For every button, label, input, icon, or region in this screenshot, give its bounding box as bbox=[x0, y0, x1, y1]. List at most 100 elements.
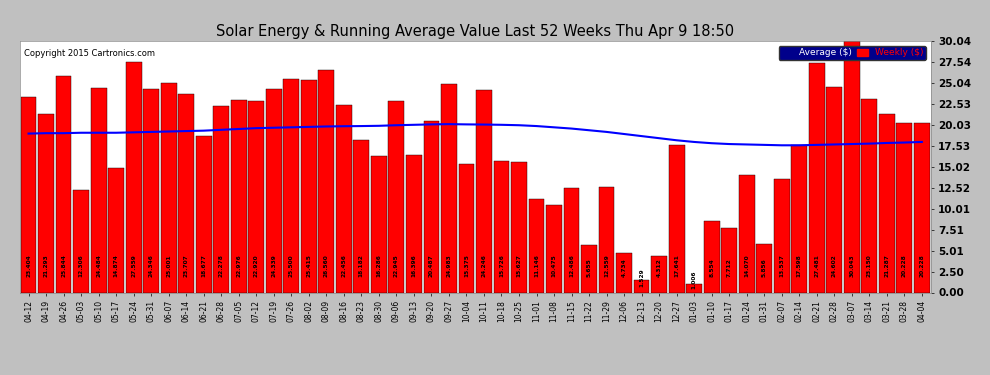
Bar bbox=[668, 145, 684, 292]
Bar bbox=[879, 114, 895, 292]
Bar bbox=[563, 188, 579, 292]
Title: Solar Energy & Running Average Value Last 52 Weeks Thu Apr 9 18:50: Solar Energy & Running Average Value Las… bbox=[216, 24, 735, 39]
Bar bbox=[739, 175, 754, 292]
Bar bbox=[791, 146, 807, 292]
Bar bbox=[494, 161, 510, 292]
Bar bbox=[581, 245, 597, 292]
Text: 21.287: 21.287 bbox=[884, 255, 889, 278]
Bar bbox=[160, 83, 176, 292]
Bar bbox=[55, 76, 71, 292]
Text: 24.246: 24.246 bbox=[481, 255, 486, 278]
Bar bbox=[266, 89, 282, 292]
Text: 22.920: 22.920 bbox=[253, 255, 258, 278]
Text: 25.001: 25.001 bbox=[166, 255, 171, 278]
Text: 12.306: 12.306 bbox=[78, 255, 83, 278]
Text: 30.043: 30.043 bbox=[849, 255, 854, 278]
Text: 1.006: 1.006 bbox=[692, 270, 697, 289]
Text: 1.529: 1.529 bbox=[640, 268, 644, 287]
Text: 22.278: 22.278 bbox=[219, 255, 224, 278]
Text: 5.655: 5.655 bbox=[586, 259, 592, 278]
Text: 15.375: 15.375 bbox=[464, 255, 469, 278]
Bar bbox=[144, 89, 159, 292]
Text: 4.734: 4.734 bbox=[622, 259, 627, 278]
Bar bbox=[599, 188, 615, 292]
Text: 18.182: 18.182 bbox=[358, 255, 364, 278]
Bar bbox=[861, 99, 877, 292]
Bar bbox=[511, 162, 527, 292]
Bar bbox=[686, 284, 702, 292]
Text: 23.707: 23.707 bbox=[184, 255, 189, 278]
Text: 25.500: 25.500 bbox=[289, 255, 294, 278]
Bar bbox=[301, 80, 317, 292]
Bar bbox=[424, 121, 440, 292]
Bar bbox=[214, 106, 229, 292]
Text: 5.856: 5.856 bbox=[761, 259, 766, 278]
Text: 15.726: 15.726 bbox=[499, 255, 504, 278]
Bar bbox=[476, 90, 492, 292]
Text: 13.537: 13.537 bbox=[779, 255, 784, 278]
Text: 23.150: 23.150 bbox=[867, 255, 872, 278]
Text: 25.415: 25.415 bbox=[306, 255, 311, 278]
Bar bbox=[634, 280, 649, 292]
Text: 17.641: 17.641 bbox=[674, 255, 679, 278]
Text: 24.983: 24.983 bbox=[446, 255, 451, 278]
Bar bbox=[442, 84, 456, 292]
Text: 17.598: 17.598 bbox=[797, 255, 802, 278]
Text: 20.228: 20.228 bbox=[920, 255, 925, 278]
Legend: Average ($), Weekly ($): Average ($), Weekly ($) bbox=[779, 46, 926, 60]
Text: 23.404: 23.404 bbox=[26, 255, 31, 278]
Bar bbox=[897, 123, 912, 292]
Text: 10.475: 10.475 bbox=[551, 255, 556, 278]
Bar bbox=[108, 168, 124, 292]
Bar bbox=[843, 41, 859, 292]
Bar bbox=[126, 62, 142, 292]
Text: 21.293: 21.293 bbox=[44, 255, 49, 278]
Text: 24.339: 24.339 bbox=[271, 255, 276, 278]
Bar bbox=[914, 123, 930, 292]
Text: 24.602: 24.602 bbox=[832, 255, 837, 278]
Bar bbox=[178, 94, 194, 292]
Bar bbox=[529, 199, 545, 292]
Text: 18.677: 18.677 bbox=[201, 255, 206, 278]
Text: 20.228: 20.228 bbox=[902, 255, 907, 278]
Text: 14.070: 14.070 bbox=[744, 255, 749, 278]
Bar bbox=[21, 97, 37, 292]
Bar bbox=[371, 156, 387, 292]
Bar bbox=[353, 140, 369, 292]
Text: 22.456: 22.456 bbox=[342, 255, 346, 278]
Bar bbox=[756, 243, 772, 292]
Bar bbox=[406, 155, 422, 292]
Bar bbox=[283, 79, 299, 292]
Text: 22.945: 22.945 bbox=[394, 255, 399, 278]
Bar bbox=[546, 205, 562, 292]
Text: 12.559: 12.559 bbox=[604, 255, 609, 278]
Text: 12.486: 12.486 bbox=[569, 255, 574, 278]
Text: 20.487: 20.487 bbox=[429, 255, 434, 278]
Text: 27.481: 27.481 bbox=[814, 255, 820, 278]
Text: 11.146: 11.146 bbox=[534, 255, 539, 278]
Bar bbox=[827, 87, 842, 292]
Text: 24.346: 24.346 bbox=[148, 255, 153, 278]
Bar bbox=[704, 221, 720, 292]
Bar bbox=[388, 100, 404, 292]
Bar bbox=[336, 105, 351, 292]
Bar bbox=[774, 179, 790, 292]
Text: 14.874: 14.874 bbox=[114, 255, 119, 278]
Bar bbox=[73, 190, 89, 292]
Bar bbox=[319, 70, 335, 292]
Text: 22.976: 22.976 bbox=[237, 255, 242, 278]
Text: 7.712: 7.712 bbox=[727, 259, 732, 278]
Bar bbox=[231, 100, 247, 292]
Bar bbox=[196, 136, 212, 292]
Bar bbox=[458, 164, 474, 292]
Text: 16.286: 16.286 bbox=[376, 255, 381, 278]
Bar bbox=[651, 256, 667, 292]
Text: 8.554: 8.554 bbox=[709, 259, 714, 278]
Bar bbox=[809, 63, 825, 292]
Bar bbox=[91, 88, 107, 292]
Text: 16.396: 16.396 bbox=[412, 255, 417, 278]
Text: 25.844: 25.844 bbox=[61, 255, 66, 278]
Bar bbox=[39, 114, 53, 292]
Text: 26.560: 26.560 bbox=[324, 255, 329, 278]
Text: 4.312: 4.312 bbox=[656, 259, 661, 278]
